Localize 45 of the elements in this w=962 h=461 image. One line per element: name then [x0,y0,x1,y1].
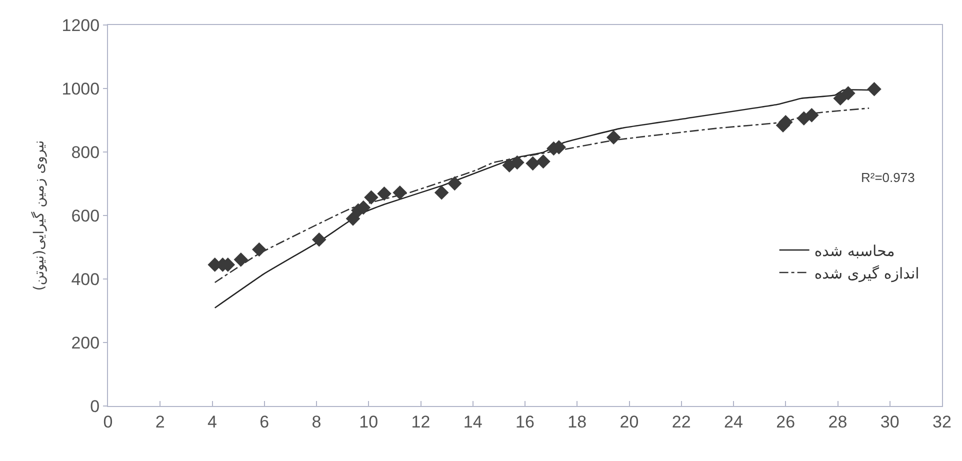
point [234,252,248,267]
x-tick-label: 14 [463,412,482,432]
x-tick-label: 24 [724,412,743,432]
x-tick-label: 0 [103,412,113,432]
y-axis-title: نیروی زمین گیرایی(نیوتن) [30,140,48,291]
x-tick-label: 32 [932,412,952,432]
annotation: R²=0.973 [861,170,915,185]
point [833,91,848,106]
point [392,185,408,200]
x-tick-label: 8 [312,412,322,432]
x-tick-label: 22 [672,412,691,432]
point [377,186,392,201]
point [526,156,540,171]
legend-label: اندازه گیری شده [814,264,920,282]
point [606,130,621,145]
y-tick-label: 0 [90,396,100,416]
x-tick-label: 10 [359,412,378,432]
x-tick-label: 18 [568,412,587,432]
point [434,185,449,200]
y-tick-label: 400 [71,270,100,289]
y-tick-label: 800 [71,142,100,162]
x-tick-label: 26 [776,412,796,432]
point [312,232,326,247]
point [252,242,266,257]
point [536,154,550,169]
point [364,190,378,205]
x-tick-label: 4 [208,412,217,432]
point [804,108,819,122]
x-tick-label: 28 [828,412,848,432]
point [841,86,856,100]
x-tick-label: 6 [260,412,270,432]
x-tick-label: 12 [411,412,430,432]
x-tick-label: 2 [155,412,165,432]
y-tick-label: 1000 [62,79,100,98]
y-tick-label: 200 [71,333,100,352]
point [447,176,462,191]
x-tick-label: 20 [620,412,639,432]
point [346,212,360,226]
y-tick-label: 1200 [62,16,100,35]
legend-label: محاسبه شده [814,242,895,260]
point [510,155,524,170]
x-tick-label: 16 [516,412,534,432]
x-tick-label: 30 [880,412,900,432]
y-tick-label: 600 [71,206,100,226]
point [867,82,882,96]
